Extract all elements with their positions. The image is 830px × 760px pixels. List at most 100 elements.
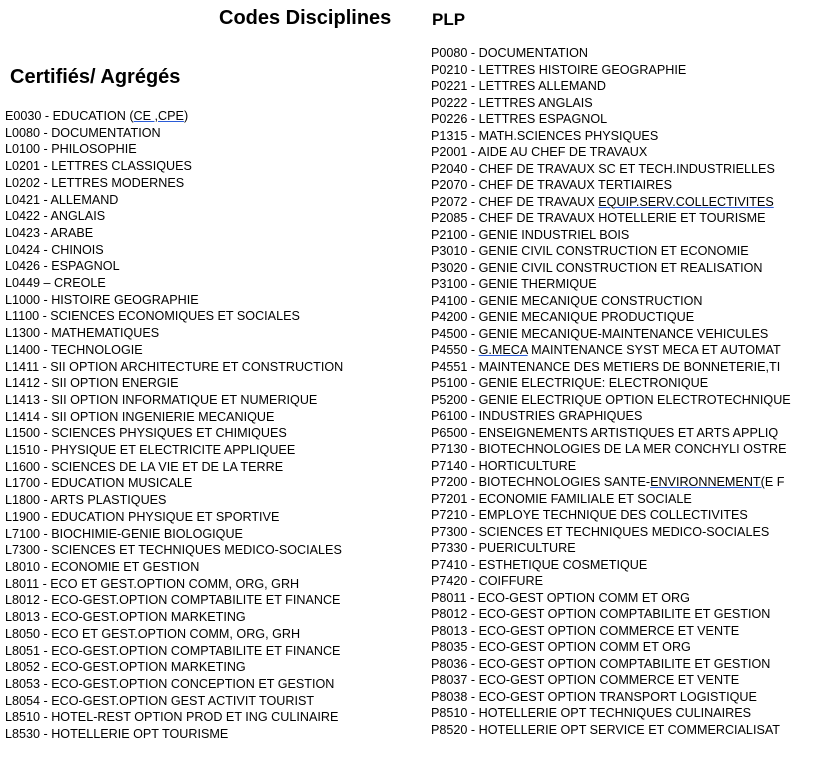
discipline-item: L0424 - CHINOIS — [5, 242, 343, 259]
discipline-text: P8013 - ECO-GEST OPTION COMMERCE ET VENT… — [431, 623, 740, 638]
discipline-text: L1411 - SII OPTION ARCHITECTURE ET CONST… — [5, 359, 344, 374]
discipline-item: P7300 - SCIENCES ET TECHNIQUES MEDICO-SO… — [431, 524, 791, 541]
discipline-text: L8053 - ECO-GEST.OPTION CONCEPTION ET GE… — [5, 676, 335, 691]
discipline-item: P3100 - GENIE THERMIQUE — [431, 276, 791, 293]
discipline-text: P7140 - HORTICULTURE — [431, 458, 577, 473]
discipline-text: L0424 - CHINOIS — [5, 242, 104, 257]
discipline-item: L1300 - MATHEMATIQUES — [5, 325, 343, 342]
discipline-item: L8530 - HOTELLERIE OPT TOURISME — [5, 726, 343, 743]
discipline-text: L1500 - SCIENCES PHYSIQUES ET CHIMIQUES — [5, 426, 287, 441]
discipline-text: L7300 - SCIENCES ET TECHNIQUES MEDICO-SO… — [5, 543, 342, 558]
discipline-item: P6500 - ENSEIGNEMENTS ARTISTIQUES ET ART… — [431, 425, 791, 442]
discipline-item: P2085 - CHEF DE TRAVAUX HOTELLERIE ET TO… — [431, 210, 791, 227]
discipline-text: L1412 - SII OPTION ENERGIE — [5, 376, 179, 391]
discipline-text: L8051 - ECO-GEST.OPTION COMPTABILITE ET … — [5, 643, 341, 658]
discipline-item: P2040 - CHEF DE TRAVAUX SC ET TECH.INDUS… — [431, 161, 791, 178]
discipline-item: P0226 - LETTRES ESPAGNOL — [431, 111, 791, 128]
discipline-text: L8012 - ECO-GEST.OPTION COMPTABILITE ET … — [5, 593, 341, 608]
discipline-text: P7130 - BIOTECHNOLOGIES DE LA MER CONCHY… — [431, 442, 787, 456]
discipline-item: P7201 - ECONOMIE FAMILIALE ET SOCIALE — [431, 491, 791, 508]
discipline-item: L0100 - PHILOSOPHIE — [5, 141, 343, 158]
discipline-text: L1510 - PHYSIQUE ET ELECTRICITE APPLIQUE… — [5, 443, 296, 458]
discipline-item: L0421 - ALLEMAND — [5, 192, 343, 209]
discipline-item: P0222 - LETTRES ANGLAIS — [431, 95, 791, 112]
discipline-item: L1510 - PHYSIQUE ET ELECTRICITE APPLIQUE… — [5, 442, 343, 459]
discipline-item: L0201 - LETTRES CLASSIQUES — [5, 158, 343, 175]
discipline-item: L8510 - HOTEL-REST OPTION PROD ET ING CU… — [5, 709, 343, 726]
discipline-item: P7210 - EMPLOYE TECHNIQUE DES COLLECTIVI… — [431, 507, 791, 524]
discipline-item: L0080 - DOCUMENTATION — [5, 125, 343, 142]
discipline-text: P0222 - LETTRES ANGLAIS — [431, 95, 593, 110]
discipline-text: P0210 - LETTRES HISTOIRE GEOGRAPHIE — [431, 62, 687, 77]
discipline-item: P7330 - PUERICULTURE — [431, 540, 791, 557]
discipline-item: L1800 - ARTS PLASTIQUES — [5, 492, 343, 509]
discipline-text: P2085 - CHEF DE TRAVAUX HOTELLERIE ET TO… — [431, 211, 766, 225]
discipline-item: L1400 - TECHNOLOGIE — [5, 342, 343, 359]
discipline-item: L0422 - ANGLAIS — [5, 208, 343, 225]
discipline-text: L0080 - DOCUMENTATION — [5, 125, 161, 140]
discipline-text: P7210 - EMPLOYE TECHNIQUE DES COLLECTIVI… — [431, 508, 748, 522]
discipline-item: P8011 - ECO-GEST OPTION COMM ET ORG — [431, 590, 791, 607]
underlined-text: ENVIRONNEMENT( — [650, 475, 765, 489]
discipline-item: L8010 - ECONOMIE ET GESTION — [5, 559, 343, 576]
discipline-item: P2100 - GENIE INDUSTRIEL BOIS — [431, 227, 791, 244]
discipline-text: L0423 - ARABE — [5, 225, 94, 240]
discipline-text: P6500 - ENSEIGNEMENTS ARTISTIQUES ET ART… — [431, 425, 779, 440]
discipline-text: L1700 - EDUCATION MUSICALE — [5, 476, 193, 491]
discipline-item: P4550 - G.MECA MAINTENANCE SYST MECA ET … — [431, 342, 791, 359]
discipline-text: L1414 - SII OPTION INGENIERIE MECANIQUE — [5, 409, 275, 424]
discipline-text: P8520 - HOTELLERIE OPT SERVICE ET COMMER… — [431, 722, 780, 737]
discipline-item: P6100 - INDUSTRIES GRAPHIQUES — [431, 408, 791, 425]
discipline-item: L8050 - ECO ET GEST.OPTION COMM, ORG, GR… — [5, 626, 343, 643]
discipline-text: P8038 - ECO-GEST OPTION TRANSPORT LOGIST… — [431, 689, 757, 704]
discipline-item: P4200 - GENIE MECANIQUE PRODUCTIQUE — [431, 309, 791, 326]
discipline-text: P4500 - GENIE MECANIQUE-MAINTENANCE VEHI… — [431, 326, 769, 341]
discipline-text: E0030 - EDUCATION ( — [5, 109, 134, 123]
discipline-text: L8054 - ECO-GEST.OPTION GEST ACTIVIT TOU… — [5, 693, 315, 708]
discipline-text: P8037 - ECO-GEST OPTION COMMERCE ET VENT… — [431, 673, 740, 687]
discipline-text: P7201 - ECONOMIE FAMILIALE ET SOCIALE — [431, 491, 692, 506]
discipline-text: L8530 - HOTELLERIE OPT TOURISME — [5, 727, 229, 742]
discipline-item: L1700 - EDUCATION MUSICALE — [5, 475, 343, 492]
discipline-text: L1900 - EDUCATION PHYSIQUE ET SPORTIVE — [5, 509, 280, 524]
discipline-text: P7330 - PUERICULTURE — [431, 541, 576, 555]
discipline-item: L0426 - ESPAGNOL — [5, 258, 343, 275]
discipline-text: P2070 - CHEF DE TRAVAUX TERTIAIRES — [431, 178, 672, 192]
discipline-text: P5100 - GENIE ELECTRIQUE: ELECTRONIQUE — [431, 376, 709, 390]
discipline-text: P2001 - AIDE AU CHEF DE TRAVAUX — [431, 145, 648, 159]
discipline-item: L7100 - BIOCHIMIE-GENIE BIOLOGIQUE — [5, 526, 343, 543]
discipline-text: L0202 - LETTRES MODERNES — [5, 175, 185, 190]
discipline-item: P4551 - MAINTENANCE DES METIERS DE BONNE… — [431, 359, 791, 376]
discipline-item: L1412 - SII OPTION ENERGIE — [5, 375, 343, 392]
discipline-text: P8036 - ECO-GEST OPTION COMPTABILITE ET … — [431, 656, 771, 671]
discipline-item: P7200 - BIOTECHNOLOGIES SANTE-ENVIRONNEM… — [431, 474, 791, 491]
discipline-item: E0030 - EDUCATION (CE ,CPE) — [5, 108, 343, 125]
discipline-text: L8013 - ECO-GEST.OPTION MARKETING — [5, 610, 246, 625]
discipline-item: P1315 - MATH.SCIENCES PHYSIQUES — [431, 128, 791, 145]
discipline-text: P7420 - COIFFURE — [431, 574, 543, 588]
discipline-item: P2070 - CHEF DE TRAVAUX TERTIAIRES — [431, 177, 791, 194]
discipline-item: L0423 - ARABE — [5, 225, 343, 242]
discipline-item: L1900 - EDUCATION PHYSIQUE ET SPORTIVE — [5, 509, 343, 526]
discipline-text: P8012 - ECO-GEST OPTION COMPTABILITE ET … — [431, 607, 771, 621]
discipline-text: L8010 - ECONOMIE ET GESTION — [5, 559, 200, 574]
discipline-item: P8035 - ECO-GEST OPTION COMM ET ORG — [431, 639, 791, 656]
discipline-text: P0226 - LETTRES ESPAGNOL — [431, 112, 608, 126]
discipline-text: L1400 - TECHNOLOGIE — [5, 342, 143, 357]
discipline-text: L8050 - ECO ET GEST.OPTION COMM, ORG, GR… — [5, 626, 301, 641]
discipline-text: L0201 - LETTRES CLASSIQUES — [5, 159, 192, 174]
page-title: Codes Disciplines — [219, 7, 392, 29]
discipline-text: L8510 - HOTEL-REST OPTION PROD ET ING CU… — [5, 710, 339, 725]
discipline-item: P5200 - GENIE ELECTRIQUE OPTION ELECTROT… — [431, 392, 791, 409]
discipline-item: P8013 - ECO-GEST OPTION COMMERCE ET VENT… — [431, 623, 791, 640]
underlined-text: EQUIP.SERV.COLLECTIVITES — [598, 194, 774, 209]
discipline-item: P8520 - HOTELLERIE OPT SERVICE ET COMMER… — [431, 722, 791, 739]
discipline-item: L1414 - SII OPTION INGENIERIE MECANIQUE — [5, 409, 343, 426]
discipline-text: L1100 - SCIENCES ECONOMIQUES ET SOCIALES — [5, 309, 300, 324]
discipline-item: L8012 - ECO-GEST.OPTION COMPTABILITE ET … — [5, 592, 343, 609]
discipline-text: P0080 - DOCUMENTATION — [431, 46, 588, 60]
discipline-text: P0221 - LETTRES ALLEMAND — [431, 79, 606, 93]
discipline-text: P8510 - HOTELLERIE OPT TECHNIQUES CULINA… — [431, 706, 752, 720]
discipline-item: L1411 - SII OPTION ARCHITECTURE ET CONST… — [5, 359, 343, 376]
discipline-text: L0449 – CREOLE — [5, 276, 106, 291]
